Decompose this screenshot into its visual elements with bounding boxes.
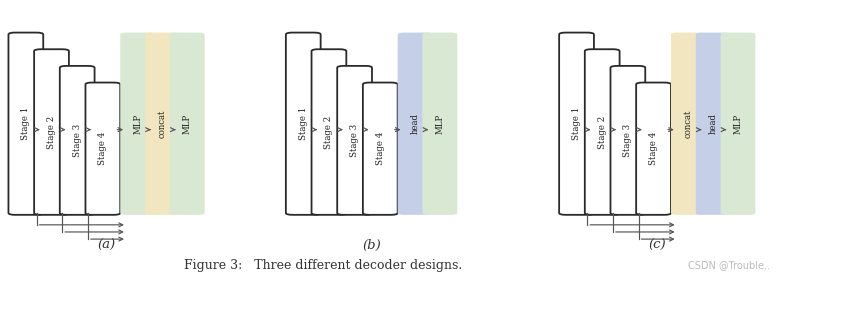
FancyBboxPatch shape [559, 32, 593, 215]
Text: concat: concat [158, 109, 167, 138]
FancyBboxPatch shape [337, 66, 371, 215]
Text: Stage 3: Stage 3 [623, 124, 631, 157]
Text: Stage 4: Stage 4 [376, 132, 384, 165]
Text: Stage 1: Stage 1 [571, 107, 581, 140]
FancyBboxPatch shape [120, 32, 154, 215]
Text: Stage 1: Stage 1 [21, 107, 30, 140]
Text: Stage 2: Stage 2 [324, 115, 333, 149]
FancyBboxPatch shape [636, 83, 670, 215]
Text: Stage 4: Stage 4 [98, 132, 107, 165]
FancyBboxPatch shape [85, 83, 120, 215]
FancyBboxPatch shape [285, 32, 320, 215]
Text: (c): (c) [647, 239, 665, 252]
FancyBboxPatch shape [60, 66, 95, 215]
Text: MLP: MLP [133, 114, 142, 134]
FancyBboxPatch shape [609, 66, 645, 215]
FancyBboxPatch shape [422, 32, 457, 215]
FancyBboxPatch shape [720, 32, 755, 215]
Text: Stage 3: Stage 3 [73, 124, 82, 157]
Text: Stage 2: Stage 2 [597, 115, 606, 149]
FancyBboxPatch shape [8, 32, 43, 215]
Text: MLP: MLP [435, 114, 444, 134]
FancyBboxPatch shape [670, 32, 705, 215]
Text: Stage 4: Stage 4 [648, 132, 657, 165]
FancyBboxPatch shape [398, 32, 432, 215]
Text: Stage 3: Stage 3 [349, 124, 359, 157]
FancyBboxPatch shape [145, 32, 180, 215]
Text: Stage 2: Stage 2 [47, 115, 56, 149]
FancyBboxPatch shape [695, 32, 730, 215]
FancyBboxPatch shape [311, 49, 346, 215]
Text: (b): (b) [362, 239, 381, 252]
Text: Stage 1: Stage 1 [299, 107, 307, 140]
Text: (a): (a) [97, 239, 116, 252]
FancyBboxPatch shape [170, 32, 204, 215]
Text: head: head [708, 113, 717, 134]
FancyBboxPatch shape [584, 49, 619, 215]
Text: MLP: MLP [733, 114, 742, 134]
Text: concat: concat [683, 109, 692, 138]
FancyBboxPatch shape [362, 83, 398, 215]
Text: head: head [410, 113, 419, 134]
Text: MLP: MLP [182, 114, 192, 134]
FancyBboxPatch shape [34, 49, 69, 215]
Text: CSDN @Trouble..: CSDN @Trouble.. [687, 260, 769, 270]
Text: Figure 3:   Three different decoder designs.: Figure 3: Three different decoder design… [184, 259, 462, 272]
